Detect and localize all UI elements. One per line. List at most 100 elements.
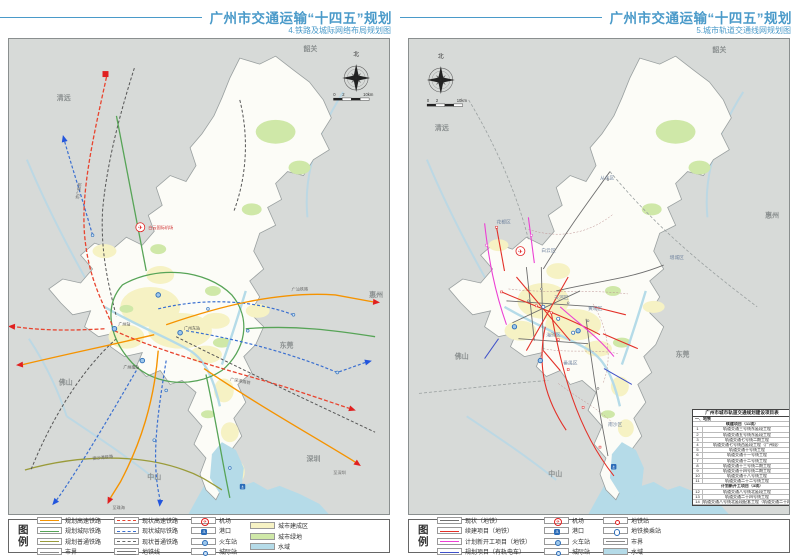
label-to-shenzhen: 至深圳 <box>333 469 345 475</box>
legend-item: 计划新开工项目（地铁） <box>437 537 531 546</box>
direction-arrows <box>9 134 381 507</box>
table-row-text: 轨道交通八号线北延段工程 <box>723 489 771 494</box>
table-row: 9 轨道交通十四号线二期工程 <box>693 468 789 475</box>
compass-rose: 北 <box>426 52 455 94</box>
table-row-text: 轨道交通十三号线二期工程 <box>723 463 771 468</box>
legend-title: 图例 <box>418 523 429 548</box>
legend-column: 规划高速铁路 规划城际铁路 规划普通铁路 市界 <box>37 516 101 556</box>
label-dongguan: 东莞 <box>280 341 294 350</box>
legend-column: 机场 港口 火车站 城际站 <box>544 516 590 556</box>
table-row: 14 轨道交通八号线北延段配套工程（轨道交通二十四号线） <box>693 500 789 505</box>
planned-normal-rail-lines <box>24 457 223 491</box>
metro-planned-lines <box>484 217 615 357</box>
table-row-number: 7 <box>693 458 703 463</box>
table-row-number: 12 <box>693 489 703 494</box>
legend-column: 城市建成区 城市绿地 水域 <box>250 521 308 551</box>
table-row-number: 14 <box>693 500 703 505</box>
table-row-text: 续建项目（11项） <box>725 422 759 427</box>
legend-item: 规划城际铁路 <box>37 526 101 535</box>
metro-existing-lines <box>506 171 664 457</box>
existing-intercity-lines <box>56 141 366 501</box>
table-row-number: 1 <box>693 427 703 432</box>
panel-metro-network: 广州市交通运输“十四五”规划 5.城市轨道交通线网规划图 <box>400 0 800 560</box>
port-icon: ⚓ <box>610 464 617 470</box>
legend-item: 城际站 <box>544 547 590 556</box>
table-row: 8 轨道交通十三号线二期工程 <box>693 463 789 469</box>
scale-bar: 0 2 10km <box>333 92 374 101</box>
table-row: 1 轨道交通三号线东延段工程 <box>693 427 789 433</box>
legend-swatch <box>114 516 140 524</box>
label-shaoguan: 韶关 <box>303 44 317 53</box>
label-huizhou: 惠州 <box>765 210 779 219</box>
table-row-text: 轨道交通七号线西延段工程（广州段） <box>713 442 781 447</box>
panel-subtitle: 5.城市轨道交通线网规划图 <box>696 26 791 35</box>
planned-intercity-lines <box>110 115 376 498</box>
label-huangpu: 黄埔区 <box>588 305 603 312</box>
legend-column: 机场 港口 火车站 城际站 <box>191 516 238 556</box>
table-row-text: 二、有轨电车 <box>695 505 790 506</box>
legend-swatch <box>191 516 217 527</box>
svg-text:2: 2 <box>342 92 345 97</box>
legend-item: 规划高速铁路 <box>37 516 101 525</box>
green-spaces <box>119 119 311 419</box>
table-row: 12 轨道交通八号线北延段工程 <box>693 489 789 495</box>
faint-rail-lines <box>418 99 758 394</box>
table-row-text: 轨道交通十二号线工程 <box>727 458 767 463</box>
legend-item: 水域 <box>250 542 308 551</box>
legend-label: 市界 <box>631 539 644 546</box>
legend-column: 现状高速铁路 现状城际铁路 现状普通铁路 地铁线 <box>114 516 178 557</box>
legend-label: 港口 <box>219 529 232 536</box>
compass-north-label: 北 <box>353 50 359 58</box>
table-row-text: 轨道交通十四号线二期工程 <box>723 468 771 473</box>
legend-swatch <box>250 543 276 550</box>
table-row: 4 轨道交通七号线西延段工程（广州段） <box>693 442 789 449</box>
legend-label: 规划项目（有轨电车） <box>465 550 526 557</box>
label-huadu: 花都区 <box>497 218 512 225</box>
table-title: 广州市城市轨道交通规划建设项目表 <box>693 410 789 417</box>
legend-item: 火车站 <box>544 537 590 547</box>
legend-item: 城市建成区 <box>250 521 308 530</box>
table-row-number: 9 <box>693 468 703 474</box>
table-row: 10 轨道交通十八号线工程 <box>693 474 789 480</box>
panel-title: 广州市交通运输“十四五”规划 <box>609 11 792 26</box>
legend-swatch <box>603 537 629 545</box>
label-nanshagang-rail: 南沙港铁路 <box>92 453 114 461</box>
table-row-number: 11 <box>693 479 703 484</box>
legend-swatch <box>250 532 276 540</box>
legend-label: 城际站 <box>572 550 591 557</box>
legend-label: 火车站 <box>219 539 238 546</box>
map-labels: 韶关 清远 惠州 东莞 佛山 中山 从化区 花都区 增城区 白云区 天河区 黄埔… <box>435 45 779 478</box>
legend-swatch <box>37 548 62 556</box>
panel-railway-network: 广州市交通运输“十四五”规划 4.铁路及城际网络布局规划图 <box>0 0 400 560</box>
legend-swatch <box>437 548 462 556</box>
metro-continuing-lines <box>496 227 639 477</box>
label-guangshan-rail: 广汕铁路 <box>291 285 309 292</box>
legend-label: 地铁线 <box>142 550 161 557</box>
legend-item: 港口 <box>191 526 237 535</box>
label-baiyun: 白云区 <box>541 247 556 254</box>
label-qingyuan: 清远 <box>57 93 71 102</box>
label-guangshengang-hsr: 广深港高铁 <box>230 376 252 386</box>
legend-swatch <box>544 537 570 547</box>
legend-label: 水域 <box>278 545 291 551</box>
table-row-text: 轨道交通十号线工程 <box>729 448 765 453</box>
compass-north-label: 北 <box>438 52 444 60</box>
legend-item: 机场 <box>544 516 590 527</box>
table-row: 11 轨道交通二十二号线工程 <box>693 479 789 485</box>
label-airport: 白云国际机场 <box>148 224 173 230</box>
legend-label: 规划城际铁路 <box>65 529 102 536</box>
label-jingguang-hsr: 京广高铁 <box>74 182 83 199</box>
table-row-number: 4 <box>693 442 703 448</box>
legend-item: 地铁换乘站 <box>603 526 661 536</box>
svg-text:✈: ✈ <box>138 225 143 232</box>
legend-swatch <box>37 537 62 545</box>
metro-project-table: 广州市城市轨道交通规划建设项目表 一、地铁 续建项目（11项） <box>692 409 790 506</box>
legend-label: 续建项目（地铁） <box>465 529 514 536</box>
tram-planned-lines <box>484 338 633 385</box>
label-panyu: 番禺区 <box>563 360 578 367</box>
legend-label: 规划高速铁路 <box>65 518 102 525</box>
label-zengcheng: 增城区 <box>670 254 685 261</box>
svg-text:⚓: ⚓ <box>241 484 245 489</box>
legend-swatch <box>437 516 462 524</box>
legend-swatch <box>37 527 62 535</box>
